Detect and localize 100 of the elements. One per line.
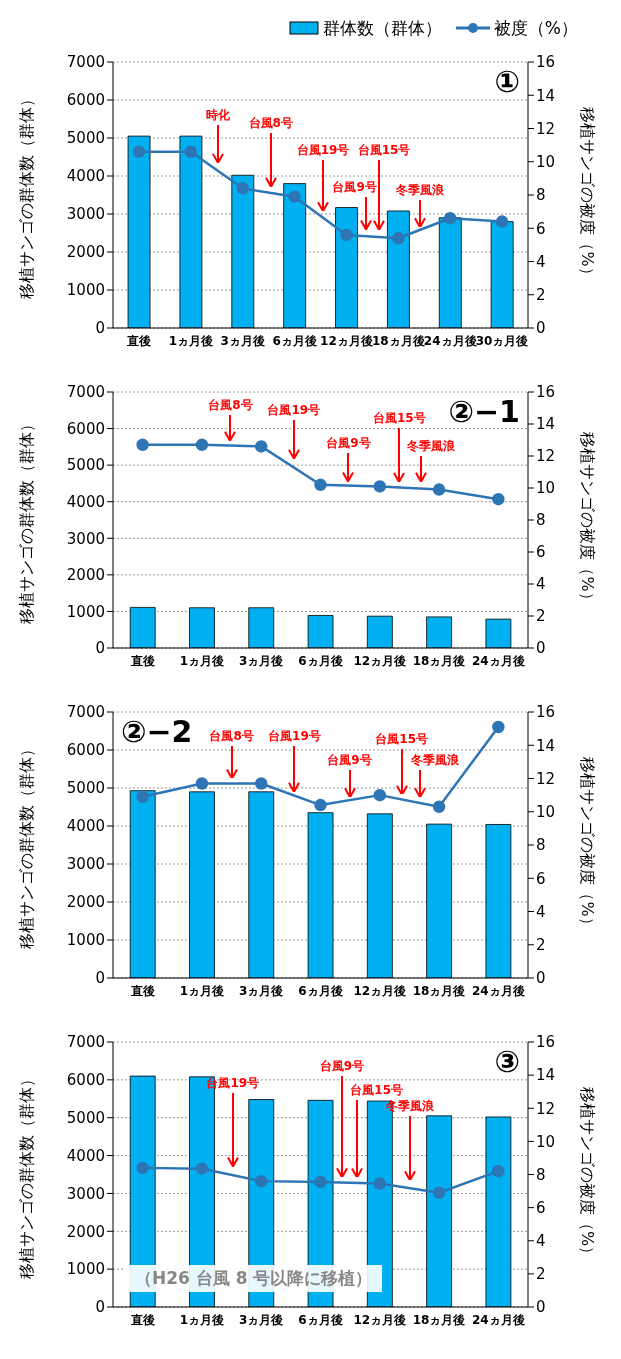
y2-tick-label: 2 bbox=[536, 607, 546, 626]
y2-tick-label: 8 bbox=[536, 511, 546, 530]
y-tick-label: 6000 bbox=[66, 419, 105, 438]
y-tick-label: 4000 bbox=[66, 493, 105, 512]
point bbox=[373, 788, 387, 802]
x-tick-label: 1ヵ月後 bbox=[179, 983, 225, 998]
y-tick-label: 2000 bbox=[66, 1222, 105, 1241]
y2-tick-label: 16 bbox=[536, 1033, 556, 1052]
y2-tick-label: 2 bbox=[536, 286, 546, 305]
y2-tick-label: 0 bbox=[536, 639, 546, 658]
y-axis-title: 移植サンゴの群体数（群体） bbox=[16, 1070, 36, 1279]
y-tick-label: 6000 bbox=[66, 741, 105, 760]
point bbox=[340, 228, 353, 242]
x-tick-label: 3ヵ月後 bbox=[239, 983, 284, 998]
point bbox=[254, 440, 268, 453]
y-tick-label: 6000 bbox=[66, 91, 105, 110]
y2-tick-label: 16 bbox=[536, 53, 556, 72]
y2-tick-label: 16 bbox=[536, 383, 556, 402]
y-tick-label: 1000 bbox=[66, 602, 105, 621]
x-tick-label: 12ヵ月後 bbox=[353, 983, 407, 998]
y2-tick-label: 8 bbox=[536, 836, 546, 855]
y-tick-label: 1000 bbox=[66, 281, 105, 300]
y-tick-label: 2000 bbox=[66, 893, 105, 912]
y2-tick-label: 10 bbox=[536, 153, 556, 172]
annotation: 冬季風浪 bbox=[410, 751, 459, 769]
chart-title: ②−1 bbox=[448, 394, 520, 430]
point bbox=[492, 492, 505, 506]
y2-tick-label: 16 bbox=[536, 703, 556, 722]
y2-tick-label: 6 bbox=[536, 869, 546, 888]
point bbox=[443, 212, 457, 225]
x-tick-label: 3ヵ月後 bbox=[239, 1312, 284, 1327]
y-tick-label: 2000 bbox=[66, 243, 105, 262]
x-tick-label: 12ヵ月後 bbox=[320, 333, 373, 348]
annotation: 時化 bbox=[205, 106, 230, 124]
annotation: 台風9号 bbox=[326, 434, 371, 452]
chart-title: ① bbox=[494, 64, 520, 100]
y-tick-label: 7000 bbox=[66, 703, 105, 722]
y2-tick-label: 14 bbox=[536, 415, 556, 434]
annotation: 台風19号 bbox=[268, 727, 321, 745]
point bbox=[314, 798, 327, 812]
y2-tick-label: 8 bbox=[536, 1165, 546, 1184]
annotation: 台風15号 bbox=[350, 1081, 404, 1099]
chart-title: ②−2 bbox=[121, 714, 193, 750]
y-axis-title: 移植サンゴの群体数（群体） bbox=[16, 91, 36, 299]
y2-tick-label: 6 bbox=[536, 543, 546, 562]
legend-label: 被度（%） bbox=[493, 16, 578, 40]
y-axis-title: 移植サンゴの群体数（群体） bbox=[16, 741, 36, 949]
y-tick-label: 3000 bbox=[66, 205, 105, 224]
y2-tick-label: 0 bbox=[536, 319, 546, 338]
y2-axis-title: 移植サンゴの被度（%） bbox=[578, 1086, 598, 1263]
y-tick-label: 4000 bbox=[66, 167, 105, 186]
point bbox=[195, 438, 209, 452]
point bbox=[373, 480, 387, 493]
y-tick-label: 0 bbox=[95, 319, 105, 338]
y-tick-label: 7000 bbox=[66, 383, 105, 402]
x-tick-label: 6ヵ月後 bbox=[272, 333, 317, 348]
annotation: 台風19号 bbox=[267, 401, 321, 419]
y2-tick-label: 14 bbox=[536, 736, 556, 755]
x-tick-label: 6ヵ月後 bbox=[298, 983, 343, 998]
point bbox=[195, 777, 209, 790]
x-tick-label: 1ヵ月後 bbox=[168, 333, 213, 348]
annotation: 台風9号 bbox=[327, 751, 372, 769]
y2-tick-label: 10 bbox=[536, 1132, 556, 1151]
x-tick-label: 12ヵ月後 bbox=[353, 653, 407, 668]
point bbox=[495, 215, 509, 228]
annotation: 台風15号 bbox=[375, 730, 429, 748]
x-tick-label: 直後 bbox=[129, 1312, 155, 1327]
x-tick-label: 3ヵ月後 bbox=[239, 653, 284, 668]
y2-tick-label: 4 bbox=[536, 1232, 546, 1251]
y-tick-label: 0 bbox=[95, 969, 105, 988]
point bbox=[314, 1175, 327, 1189]
y-tick-label: 3000 bbox=[66, 855, 105, 874]
point bbox=[492, 720, 505, 734]
annotation: 冬季風浪 bbox=[386, 1097, 435, 1115]
legend-label: 群体数（群体） bbox=[322, 16, 442, 40]
y2-tick-label: 0 bbox=[536, 1298, 546, 1317]
y-tick-label: 1000 bbox=[66, 1260, 105, 1279]
y-tick-label: 5000 bbox=[66, 1109, 105, 1128]
x-tick-label: 直後 bbox=[125, 333, 151, 348]
y-tick-label: 3000 bbox=[66, 1184, 105, 1203]
y2-tick-label: 8 bbox=[536, 186, 546, 205]
point bbox=[373, 1177, 387, 1190]
point bbox=[492, 1164, 505, 1178]
point bbox=[184, 145, 198, 159]
point bbox=[254, 777, 268, 790]
y2-tick-label: 12 bbox=[536, 447, 556, 466]
y-tick-label: 2000 bbox=[66, 566, 105, 585]
y-tick-label: 0 bbox=[95, 639, 105, 658]
y-axis-title: 移植サンゴの群体数（群体） bbox=[16, 416, 36, 624]
annotation: 台風15号 bbox=[357, 141, 411, 159]
point bbox=[432, 800, 446, 814]
y2-tick-label: 4 bbox=[536, 575, 546, 594]
x-tick-label: 1ヵ月後 bbox=[179, 653, 225, 668]
x-tick-label: 18ヵ月後 bbox=[412, 983, 466, 998]
y2-tick-label: 12 bbox=[536, 119, 556, 138]
y-tick-label: 4000 bbox=[66, 1146, 105, 1165]
y-tick-label: 7000 bbox=[66, 1033, 105, 1052]
x-tick-label: 18ヵ月後 bbox=[412, 653, 466, 668]
y2-tick-label: 4 bbox=[536, 902, 546, 921]
y2-tick-label: 2 bbox=[536, 1265, 546, 1284]
